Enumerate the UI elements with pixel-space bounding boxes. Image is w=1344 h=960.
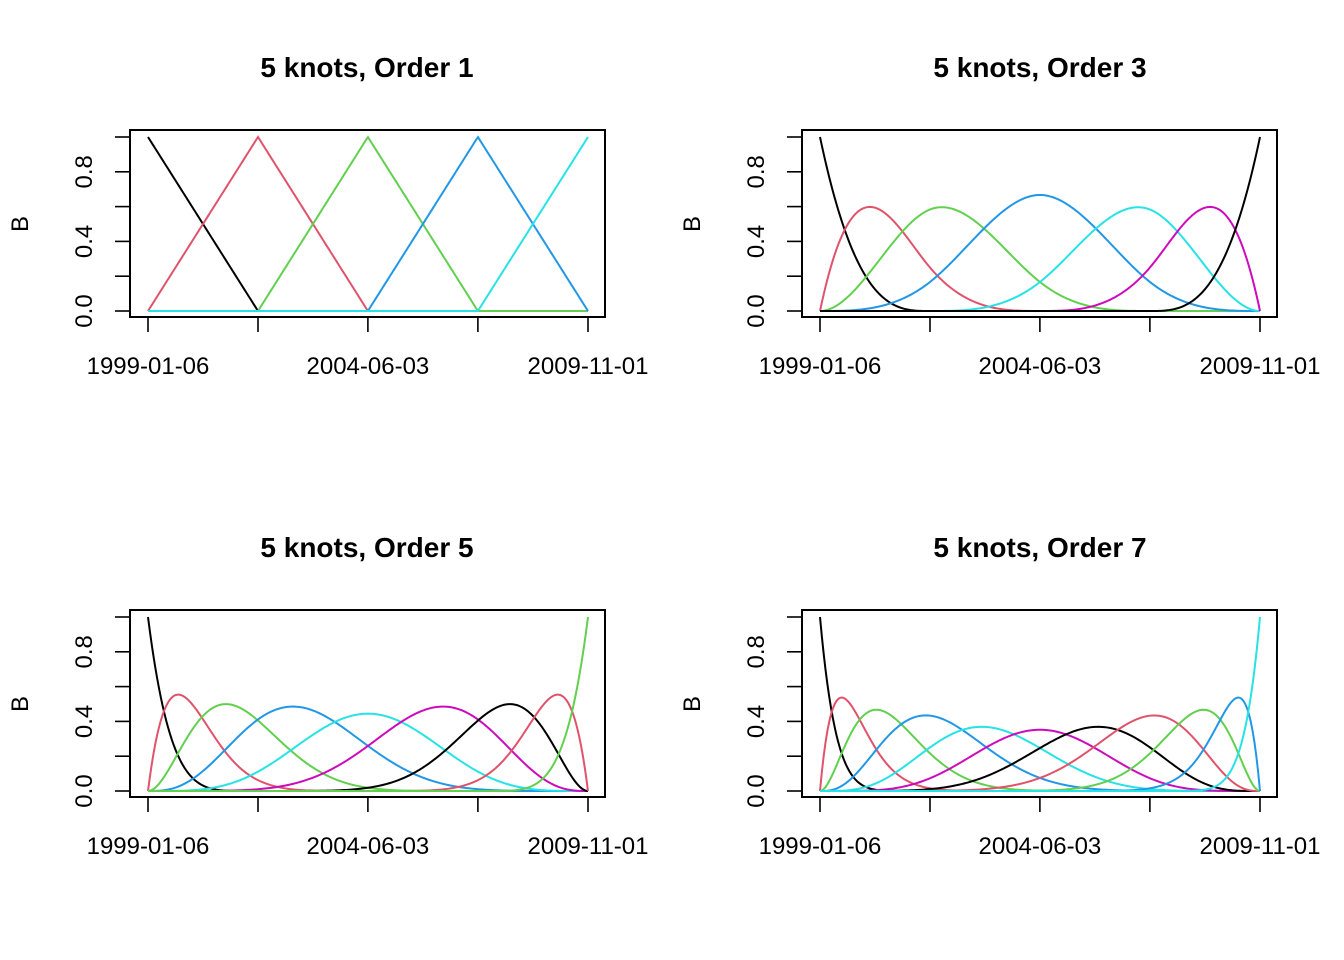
x-tick-label: 2004-06-03 [307,353,430,380]
panel-order-7: 5 knots, Order 7 B 1999-01-06 2004-06-03… [679,532,1320,860]
x-tick-label: 2009-11-01 [528,353,649,380]
x-tick-label: 1999-01-06 [759,353,882,380]
x-tick-label: 1999-01-06 [87,833,210,860]
x-tick-label: 2009-11-01 [1200,353,1321,380]
panel-title: 5 knots, Order 7 [933,532,1146,563]
panel-title: 5 knots, Order 5 [260,532,473,563]
y-tick-label: 0.0 [743,294,770,327]
basis-curve-11 [820,616,1261,792]
x-tick-label: 2004-06-03 [307,833,430,860]
x-tick-label: 1999-01-06 [759,833,882,860]
basis-curve-5 [148,712,588,792]
panel-order-5: 5 knots, Order 5 B 1999-01-06 2004-06-03… [7,532,648,860]
basis-curve-9 [148,616,589,792]
x-tick-label: 2004-06-03 [979,833,1102,860]
basis-curve-4 [820,193,1260,312]
basis-curve-7 [820,136,1261,312]
y-axis-label: B [7,696,34,712]
y-tick-label: 0.8 [71,635,98,668]
y-axis-label: B [679,696,706,712]
y-tick-label: 0.4 [71,705,98,738]
panel-title: 5 knots, Order 3 [933,52,1146,83]
y-tick-label: 0.0 [743,774,770,807]
y-tick-label: 0.4 [71,225,98,258]
x-tick-label: 1999-01-06 [87,353,210,380]
y-tick-label: 0.8 [71,155,98,188]
y-tick-label: 0.4 [743,225,770,258]
y-tick-label: 0.8 [743,155,770,188]
basis-curve-6 [820,728,1260,792]
y-axis-label: B [679,216,706,232]
panel-order-1: 5 knots, Order 1 B 1999-01-06 2004-06-03… [7,52,648,380]
y-axis-label: B [7,216,34,232]
x-tick-label: 2009-11-01 [1200,833,1321,860]
basis-curve-5 [148,136,589,312]
panel-order-3: 5 knots, Order 3 B 1999-01-06 2004-06-03… [679,52,1320,380]
y-tick-label: 0.8 [743,635,770,668]
panel-title: 5 knots, Order 1 [260,52,473,83]
x-tick-label: 2009-11-01 [528,833,649,860]
y-tick-label: 0.0 [71,294,98,327]
x-tick-label: 2004-06-03 [979,353,1102,380]
y-tick-label: 0.0 [71,774,98,807]
y-tick-label: 0.4 [743,705,770,738]
